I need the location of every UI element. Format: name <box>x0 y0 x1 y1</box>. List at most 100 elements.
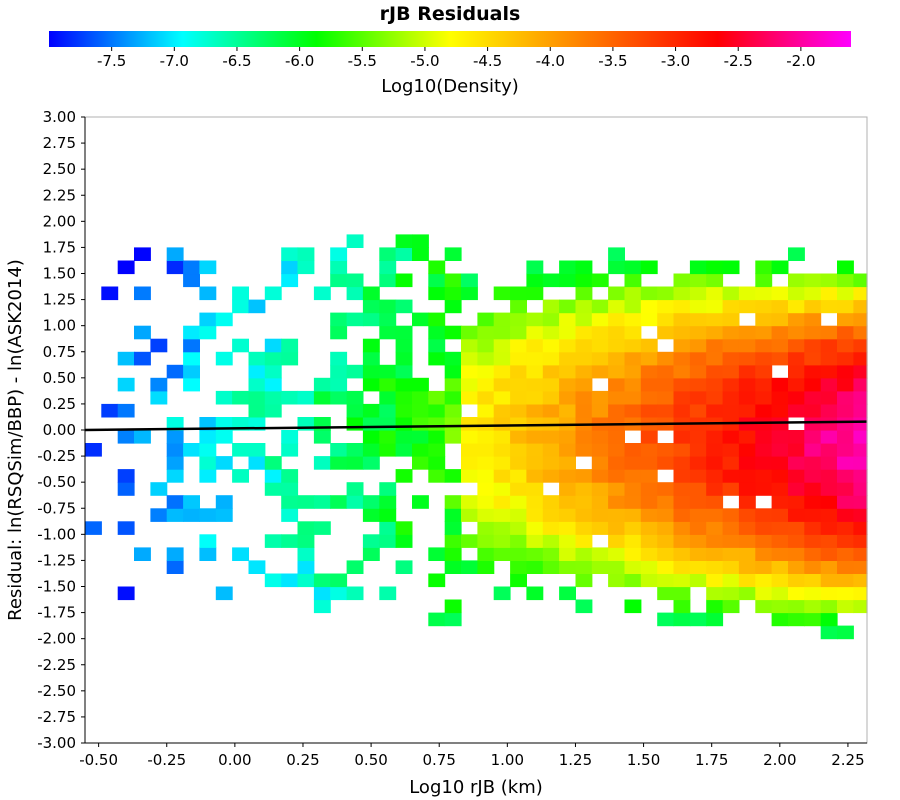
heatmap-cell <box>379 443 397 457</box>
heatmap-cell <box>510 403 527 418</box>
heatmap-cell <box>804 612 822 627</box>
heatmap-cell <box>689 430 707 444</box>
heatmap-cell <box>624 286 642 301</box>
heatmap-cell <box>640 390 658 405</box>
heatmap-cell <box>395 234 413 248</box>
heatmap-cell <box>673 456 691 470</box>
heatmap-cell <box>608 377 625 392</box>
heatmap-cell <box>346 286 364 301</box>
heatmap-cell <box>559 482 576 496</box>
heatmap-cell <box>591 456 609 470</box>
heatmap-cell <box>853 325 868 340</box>
heatmap-cell <box>624 364 642 379</box>
heatmap-cell <box>837 377 854 392</box>
colorbar-tick-label: -7.0 <box>160 52 189 70</box>
plot-area <box>84 116 868 744</box>
heatmap-cell <box>657 586 675 601</box>
heatmap-cell <box>346 234 364 248</box>
heatmap-cell <box>837 417 854 431</box>
heatmap-cell <box>804 312 822 327</box>
heatmap-cell <box>477 508 495 522</box>
heatmap-cell <box>477 312 495 327</box>
heatmap-cell <box>624 390 642 405</box>
heatmap-cell <box>788 390 805 405</box>
heatmap-cell <box>362 508 380 522</box>
heatmap-cell <box>166 247 184 261</box>
heatmap-cell <box>608 351 625 366</box>
heatmap-cell <box>461 508 478 522</box>
heatmap-cell <box>444 247 462 261</box>
heatmap-cell <box>591 547 609 561</box>
heatmap-cell <box>330 377 348 392</box>
heatmap-cell <box>264 286 282 301</box>
x-tick-label: -0.50 <box>79 751 118 769</box>
heatmap-cell <box>657 456 675 470</box>
heatmap-cell <box>771 325 789 340</box>
heatmap-cell <box>117 403 135 418</box>
heatmap-cell <box>853 417 868 431</box>
heatmap-cell <box>477 469 495 483</box>
heatmap-cell <box>608 286 625 301</box>
heatmap-cell <box>657 364 675 379</box>
heatmap-cell <box>853 273 868 288</box>
heatmap-cell <box>150 390 168 405</box>
heatmap-cell <box>853 299 868 314</box>
heatmap-cell <box>477 456 495 470</box>
heatmap-cell <box>640 534 658 548</box>
heatmap-cell <box>853 403 868 418</box>
heatmap-cell <box>853 560 868 574</box>
heatmap-cell <box>591 299 609 314</box>
heatmap-cell <box>412 443 429 457</box>
heatmap-cell <box>771 377 789 392</box>
heatmap-cell <box>853 351 868 366</box>
heatmap-cell <box>575 403 593 418</box>
heatmap-cell <box>215 417 233 431</box>
heatmap-cell <box>591 364 609 379</box>
colorbar-tick-label: -4.5 <box>473 52 502 70</box>
heatmap-cell <box>837 443 854 457</box>
heatmap-cell <box>493 430 511 444</box>
heatmap-cell <box>395 364 413 379</box>
heatmap-cell <box>755 521 773 535</box>
heatmap-cell <box>640 430 658 444</box>
heatmap-cell <box>673 286 691 301</box>
heatmap-cell <box>428 325 446 340</box>
heatmap-cell <box>837 625 854 640</box>
heatmap-cell <box>526 443 544 457</box>
heatmap-cell <box>542 560 560 574</box>
heatmap-cell <box>722 338 740 353</box>
x-tick-label: 0.25 <box>286 751 319 769</box>
heatmap-cell <box>313 573 331 588</box>
heatmap-cell <box>837 456 854 470</box>
heatmap-cell <box>673 534 691 548</box>
heatmap-cell <box>575 430 593 444</box>
heatmap-cell <box>346 390 364 405</box>
heatmap-cell <box>788 495 805 509</box>
heatmap-cell <box>199 443 217 457</box>
heatmap-cell <box>510 547 527 561</box>
heatmap-cell <box>559 521 576 535</box>
heatmap-cell <box>591 508 609 522</box>
heatmap-cell <box>297 534 315 548</box>
heatmap-cell <box>362 286 380 301</box>
heatmap-cell <box>297 260 315 275</box>
heatmap-cell <box>493 534 511 548</box>
heatmap-cell <box>624 260 642 275</box>
heatmap-cell <box>362 547 380 561</box>
heatmap-cell <box>510 521 527 535</box>
x-tick-label: 1.75 <box>695 751 728 769</box>
heatmap-cell <box>542 534 560 548</box>
heatmap-cell <box>837 495 854 509</box>
heatmap-cell <box>199 534 217 548</box>
heatmap-cell <box>542 364 560 379</box>
heatmap-cell <box>395 534 413 548</box>
heatmap-cell <box>493 417 511 431</box>
heatmap-cell <box>673 495 691 509</box>
heatmap-cell <box>313 390 331 405</box>
heatmap-cell <box>722 547 740 561</box>
x-tick-label: 1.25 <box>559 751 592 769</box>
heatmap-cell <box>640 364 658 379</box>
heatmap-cell <box>232 547 249 561</box>
heatmap-cell <box>706 430 724 444</box>
heatmap-cell <box>689 273 707 288</box>
